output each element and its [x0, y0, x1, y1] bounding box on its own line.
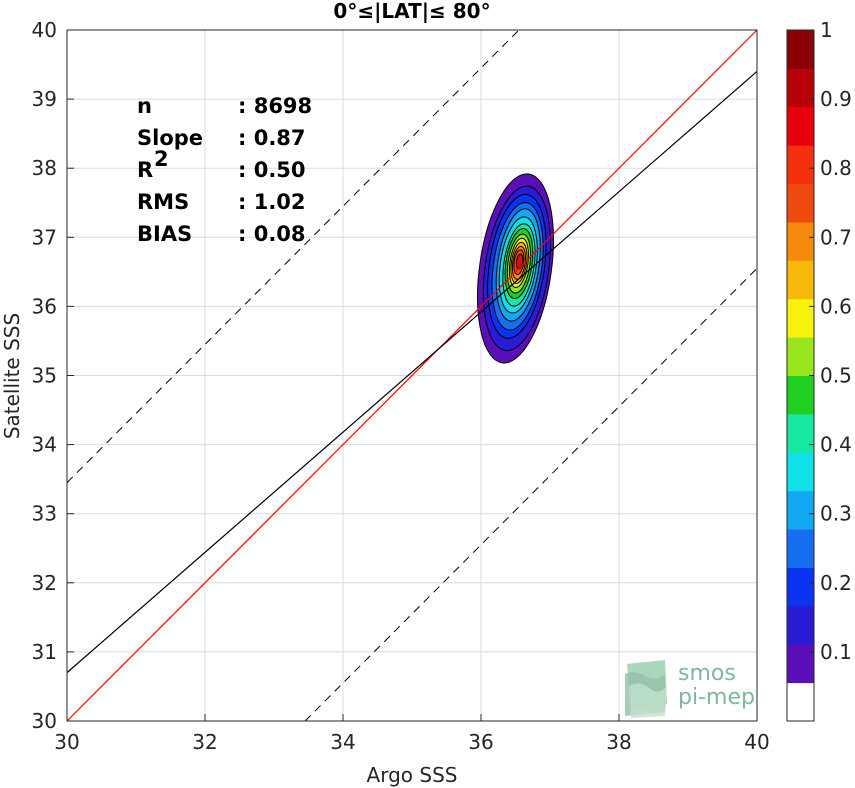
stat-value-bias: : 0.08: [238, 222, 306, 246]
colorbar-segment: [787, 298, 814, 338]
colorbar-segment: [787, 337, 814, 376]
stat-label-slope: Slope: [137, 126, 203, 150]
x-tick-label: 32: [192, 730, 217, 754]
colorbar-segment: [787, 682, 814, 722]
colorbar-segment: [787, 605, 814, 645]
colorbar-segment: [787, 145, 814, 185]
stat-label-bias: BIAS: [137, 222, 192, 246]
y-tick-label: 40: [32, 18, 57, 42]
y-tick-label: 38: [32, 156, 57, 180]
colorbar-tick-label: 0.8: [820, 156, 852, 180]
colorbar-tick-label: 0.3: [820, 502, 852, 526]
y-tick-label: 36: [32, 294, 57, 318]
y-axis-ticks: 30 31 32 33 34 35 36 37 38 39 40: [32, 18, 74, 733]
stat-value-n: : 8698: [238, 94, 312, 118]
colorbar-tick-label: 0.7: [820, 225, 852, 249]
colorbar-segment: [787, 375, 814, 415]
colorbar-segment: [787, 260, 814, 300]
y-tick-label: 31: [32, 640, 57, 664]
density-contours: [477, 173, 554, 364]
y-tick-label: 32: [32, 571, 57, 595]
colorbar-tick-label: 0.4: [820, 433, 852, 457]
colorbar-tick-label: 0.6: [820, 294, 852, 318]
x-tick-label: 34: [330, 730, 355, 754]
stats-box: n : 8698 Slope : 0.87 R 2 : 0.50 RMS : 1.02 BIAS:…: [137, 94, 312, 246]
x-axis-ticks: 30 32 34 36 38 40: [54, 714, 770, 754]
x-tick-label: 30: [54, 730, 79, 754]
colorbar-segment: [787, 452, 814, 492]
colorbar-tick-label: 0.9: [820, 87, 852, 111]
y-tick-label: 39: [32, 87, 57, 111]
colorbar-tick-label: 1: [820, 18, 833, 42]
stat-label-rms: RMS: [137, 190, 189, 214]
y-tick-label: 34: [32, 433, 57, 457]
colorbar-segment: [787, 567, 814, 607]
colorbar-segment: [787, 30, 814, 69]
chart-title: 0°≤|LAT|≤ 80°: [333, 0, 490, 23]
y-tick-label: 35: [32, 364, 57, 388]
colorbar-segment: [787, 413, 814, 453]
logo-waves-icon: [625, 660, 667, 718]
x-tick-label: 36: [468, 730, 493, 754]
stat-value-slope: : 0.87: [238, 126, 306, 150]
identity-line: [66, 29, 758, 722]
regression-lines: [66, 29, 758, 722]
stat-value-r: : 0.50: [238, 158, 306, 182]
colorbar: 0.1 0.2 0.3 0.4 0.5 0.6 0.7 0.8 0.9 1: [786, 18, 852, 722]
upper-bound-line: [66, 29, 520, 483]
logo-text-smos: smos: [678, 661, 736, 686]
stat-value-rms: : 1.02: [238, 190, 306, 214]
y-axis-label: Satellite SSS: [0, 313, 24, 439]
stat-label-n: n: [137, 94, 152, 118]
colorbar-tick-label: 0.5: [820, 364, 852, 388]
stat-label-superscript: 2: [154, 147, 169, 171]
x-tick-label: 40: [744, 730, 769, 754]
colorbar-tick-label: 0.2: [820, 571, 852, 595]
lower-bound-line: [304, 268, 758, 722]
colorbar-segment: [787, 490, 814, 530]
colorbar-segment: [787, 529, 814, 568]
colorbar-tick-label: 0.1: [820, 640, 852, 664]
x-axis-label: Argo SSS: [367, 763, 458, 787]
fit-line: [66, 71, 758, 674]
logo-text-pimep: pi-mep: [678, 685, 755, 710]
y-tick-label: 30: [32, 709, 57, 733]
colorbar-segment: [787, 68, 814, 108]
colorbar-segment: [787, 221, 814, 261]
stat-label-r: R: [137, 158, 153, 182]
colorbar-segment: [787, 644, 814, 684]
y-tick-label: 37: [32, 225, 57, 249]
smos-pimep-logo: smos pi-mep: [625, 660, 755, 718]
colorbar-segment: [787, 106, 814, 146]
x-tick-label: 38: [606, 730, 631, 754]
y-tick-label: 33: [32, 502, 57, 526]
colorbar-segment: [787, 183, 814, 223]
